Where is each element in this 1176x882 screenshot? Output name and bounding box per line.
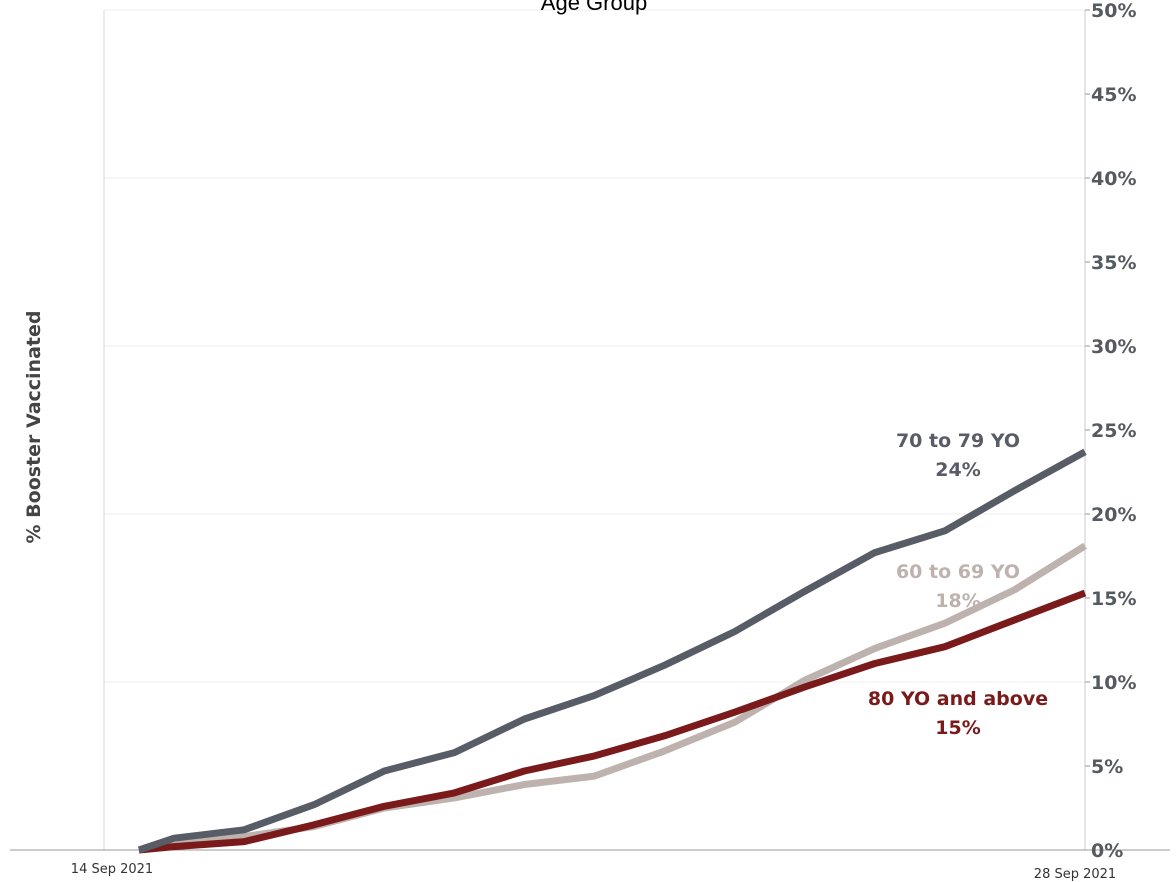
y-tick-label: 30% xyxy=(1091,336,1136,358)
series-line xyxy=(138,589,1087,854)
series-name-label: 60 to 69 YO xyxy=(896,561,1020,583)
chart-title: Age Group xyxy=(541,0,647,15)
x-tick-label: 14 Sep 2021 xyxy=(71,862,153,877)
y-tick-label: 35% xyxy=(1091,252,1136,274)
x-axis-ticks: 14 Sep 2021 28 Sep 2021 xyxy=(71,862,1116,882)
y-tick-label: 40% xyxy=(1091,168,1136,190)
y-tick-label: 20% xyxy=(1091,504,1136,526)
y-tick-label: 0% xyxy=(1091,840,1123,862)
series-value-label: 18% xyxy=(935,590,980,612)
y-axis-label: % Booster Vaccinated xyxy=(23,311,45,544)
series-lines xyxy=(137,448,1087,854)
gridlines xyxy=(104,9,1085,683)
series-end-labels: 70 to 79 YO 24% 60 to 69 YO 18% 80 YO and ab… xyxy=(868,430,1048,739)
y-tick-label: 25% xyxy=(1091,420,1136,442)
y-tick-label: 50% xyxy=(1091,0,1136,22)
y-tick-label: 10% xyxy=(1091,672,1136,694)
y-tick-label: 15% xyxy=(1091,588,1136,610)
series-name-label: 70 to 79 YO xyxy=(896,430,1020,452)
series-value-label: 15% xyxy=(935,717,980,739)
series-line xyxy=(137,448,1087,854)
y-tick-label: 5% xyxy=(1091,756,1123,778)
x-tick-label: 28 Sep 2021 xyxy=(1034,867,1116,882)
series-value-label: 24% xyxy=(935,459,980,481)
y-tick-label: 45% xyxy=(1091,84,1136,106)
series-name-label: 80 YO and above xyxy=(868,688,1048,710)
y-axis-ticks: 0% 5% 10% 15% 20% 25% 30% 35% 40% 45% 50% xyxy=(1085,0,1136,862)
